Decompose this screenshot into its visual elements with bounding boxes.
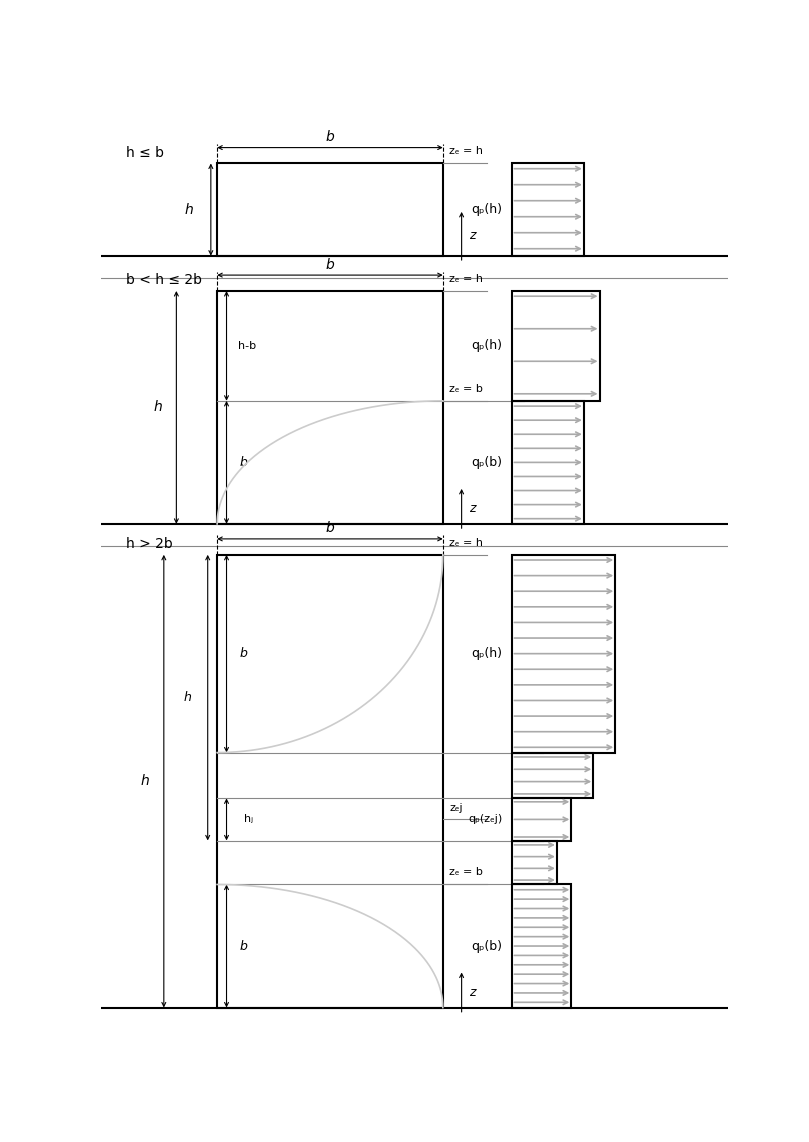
Text: zₑ = b: zₑ = b: [449, 384, 483, 394]
Text: z: z: [469, 986, 476, 999]
Text: h: h: [141, 774, 150, 788]
Bar: [217, 291, 443, 524]
Text: qₚ(zₑj): qₚ(zₑj): [468, 814, 502, 825]
Bar: [217, 555, 443, 1007]
Text: qₚ(h): qₚ(h): [472, 339, 502, 353]
Text: b: b: [239, 456, 248, 469]
Text: b: b: [325, 130, 334, 144]
Text: h ≤ b: h ≤ b: [126, 146, 164, 160]
Text: h-b: h-b: [238, 340, 256, 351]
Text: h: h: [184, 202, 193, 217]
Text: zₑ = b: zₑ = b: [449, 868, 483, 877]
Text: b: b: [325, 522, 334, 536]
Bar: [512, 401, 584, 524]
Bar: [217, 163, 443, 256]
Text: b: b: [239, 940, 248, 952]
Bar: [512, 753, 593, 798]
Text: h: h: [183, 691, 191, 705]
Text: zₑj: zₑj: [449, 803, 463, 813]
Text: zₑ = h: zₑ = h: [449, 146, 483, 156]
Text: z: z: [469, 502, 476, 515]
Text: qₚ(b): qₚ(b): [472, 940, 502, 952]
Bar: [512, 798, 571, 841]
Bar: [512, 291, 599, 401]
Text: z: z: [469, 230, 476, 242]
Text: zₑ = h: zₑ = h: [449, 538, 483, 548]
Text: b < h ≤ 2b: b < h ≤ 2b: [126, 273, 202, 288]
Bar: [512, 555, 615, 753]
Bar: [512, 163, 584, 256]
Text: zₑ = h: zₑ = h: [449, 274, 483, 284]
Text: hⱼ: hⱼ: [244, 814, 253, 825]
Text: qₚ(b): qₚ(b): [472, 456, 502, 469]
Bar: [512, 884, 571, 1007]
Text: b: b: [239, 648, 248, 660]
Text: qₚ(h): qₚ(h): [472, 203, 502, 216]
Text: qₚ(h): qₚ(h): [472, 648, 502, 660]
Bar: [512, 841, 557, 884]
Text: b: b: [325, 258, 334, 272]
Text: h: h: [153, 401, 162, 415]
Text: h > 2b: h > 2b: [126, 537, 173, 552]
